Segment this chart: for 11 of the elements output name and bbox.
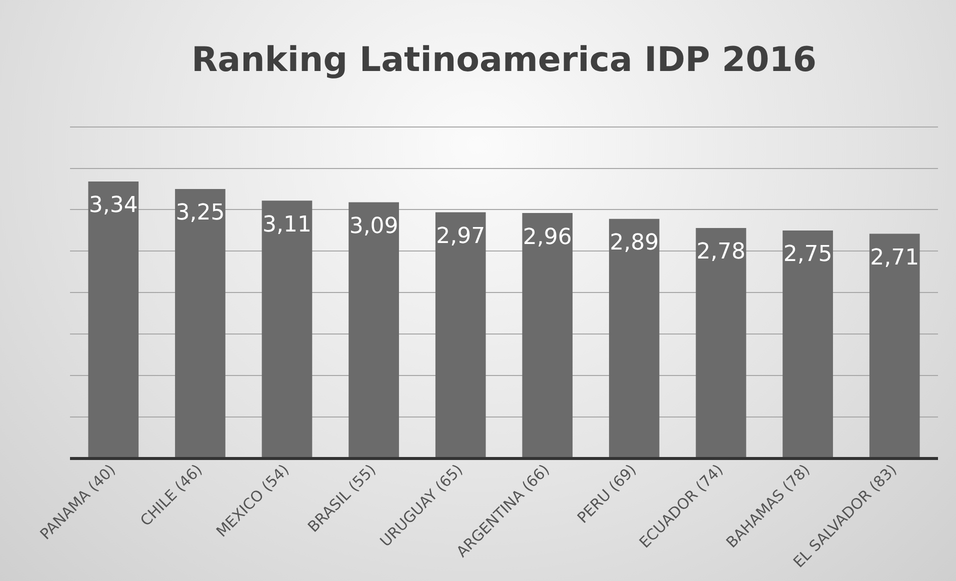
chart-title: Ranking Latinoamerica IDP 2016 bbox=[191, 40, 817, 80]
data-label: 2,96 bbox=[522, 224, 572, 250]
data-label: 2,78 bbox=[696, 240, 746, 265]
data-label: 2,71 bbox=[870, 245, 920, 270]
data-label: 2,97 bbox=[436, 224, 486, 249]
data-label: 3,25 bbox=[176, 200, 225, 226]
data-label: 2,75 bbox=[783, 242, 832, 268]
data-label: 3,11 bbox=[262, 212, 312, 238]
data-label: 2,89 bbox=[610, 230, 659, 256]
data-label: 3,34 bbox=[88, 193, 138, 218]
data-label: 3,09 bbox=[349, 214, 398, 239]
